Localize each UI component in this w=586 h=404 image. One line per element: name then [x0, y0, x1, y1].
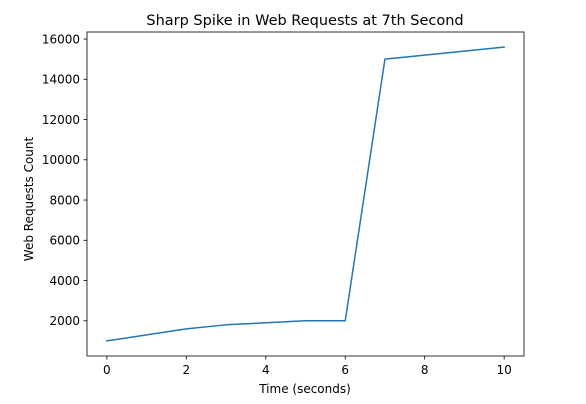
y-tick-label: 8000: [49, 193, 80, 207]
x-tick-label: 0: [103, 363, 111, 377]
x-tick-label: 8: [421, 363, 429, 377]
y-axis-label: Web Requests Count: [22, 137, 36, 262]
y-tick-label: 12000: [42, 113, 80, 127]
y-tick-label: 16000: [42, 32, 80, 46]
x-tick-label: 2: [182, 363, 190, 377]
plot-area: 0 2 4 6 8 10 2000 4000 6000 8000 10000 12000 14000 16…: [42, 31, 525, 377]
x-tick-label: 10: [496, 363, 511, 377]
y-tick-label: 4000: [49, 274, 80, 288]
x-tick-label: 4: [262, 363, 270, 377]
chart-title: Sharp Spike in Web Requests at 7th Secon…: [146, 13, 463, 29]
y-tick-label: 10000: [42, 153, 80, 167]
x-axis-label: Time (seconds): [258, 382, 351, 396]
x-tick-label: 6: [341, 363, 349, 377]
axes-frame: [86, 31, 525, 357]
y-tick-label: 6000: [49, 234, 80, 248]
y-tick-label: 2000: [49, 314, 80, 328]
y-tick-label: 14000: [42, 73, 80, 87]
series-line-0: [106, 46, 505, 342]
